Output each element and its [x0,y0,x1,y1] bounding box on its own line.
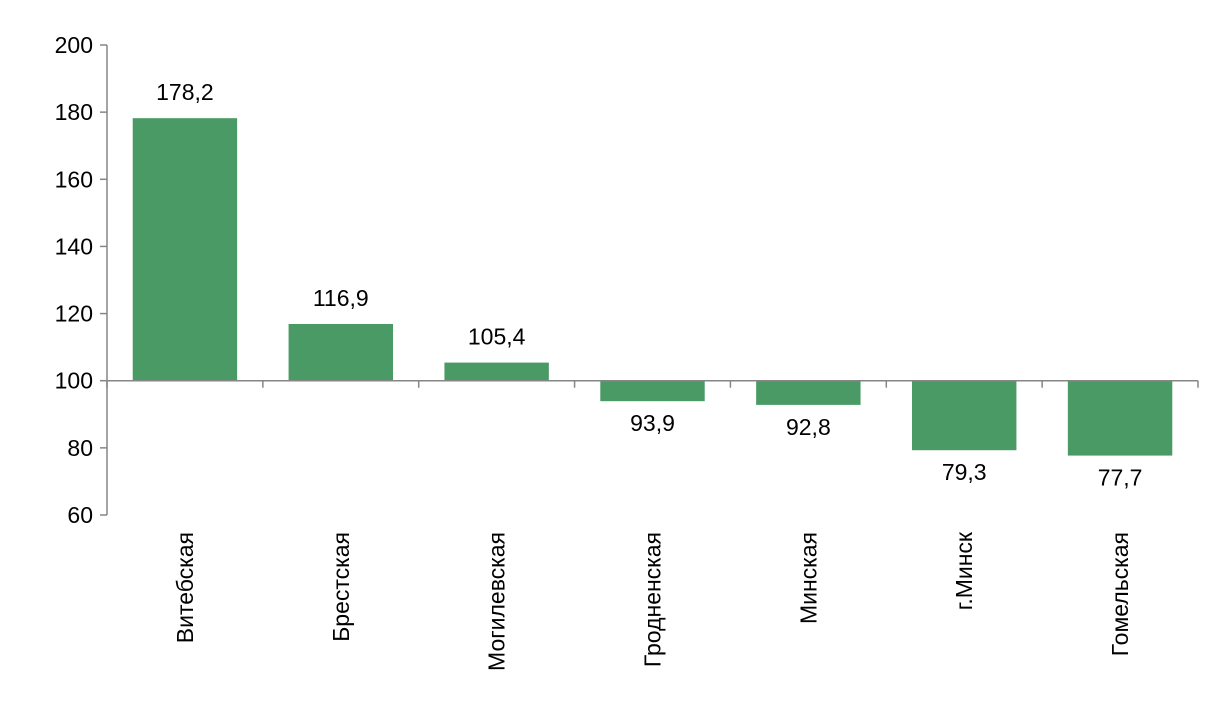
y-tick-label: 200 [55,32,93,58]
category-label: Гомельская [1107,532,1133,656]
data-label: 79,3 [942,459,987,485]
bar [1067,380,1173,456]
data-labels: 178,2 116,9 105,4 93,9 92,8 79,3 77,7 [156,79,1142,490]
y-axis: 60 80 100 120 140 160 180 200 [55,32,108,528]
category-label: Могилевская [484,532,510,671]
bar [444,362,549,381]
bars [132,118,1173,456]
bar [756,380,861,405]
bar [912,380,1017,451]
x-axis [106,379,1199,388]
y-tick-label: 120 [55,301,93,327]
category-label: Витебская [172,532,198,643]
category-label: Брестская [328,532,354,642]
data-label: 116,9 [313,285,369,311]
y-tick-label: 100 [55,368,93,394]
y-tick-label: 140 [55,233,93,259]
data-label: 93,9 [630,410,675,436]
data-label: 105,4 [468,324,526,350]
data-label: 178,2 [156,79,214,105]
category-label: Гродненская [640,532,666,667]
y-tick-label: 80 [67,435,93,461]
y-tick-label: 160 [55,166,93,192]
category-labels: Витебская Брестская Могилевская Гродненская… [172,531,1133,671]
bar [600,380,705,402]
bar [132,118,238,381]
category-label: г.Минск [951,531,977,610]
y-tick-label: 180 [55,99,93,125]
category-label: Минская [795,532,821,624]
y-tick-label: 60 [67,502,93,528]
data-label: 92,8 [786,414,831,440]
bar [288,323,393,381]
data-label: 77,7 [1098,465,1143,491]
